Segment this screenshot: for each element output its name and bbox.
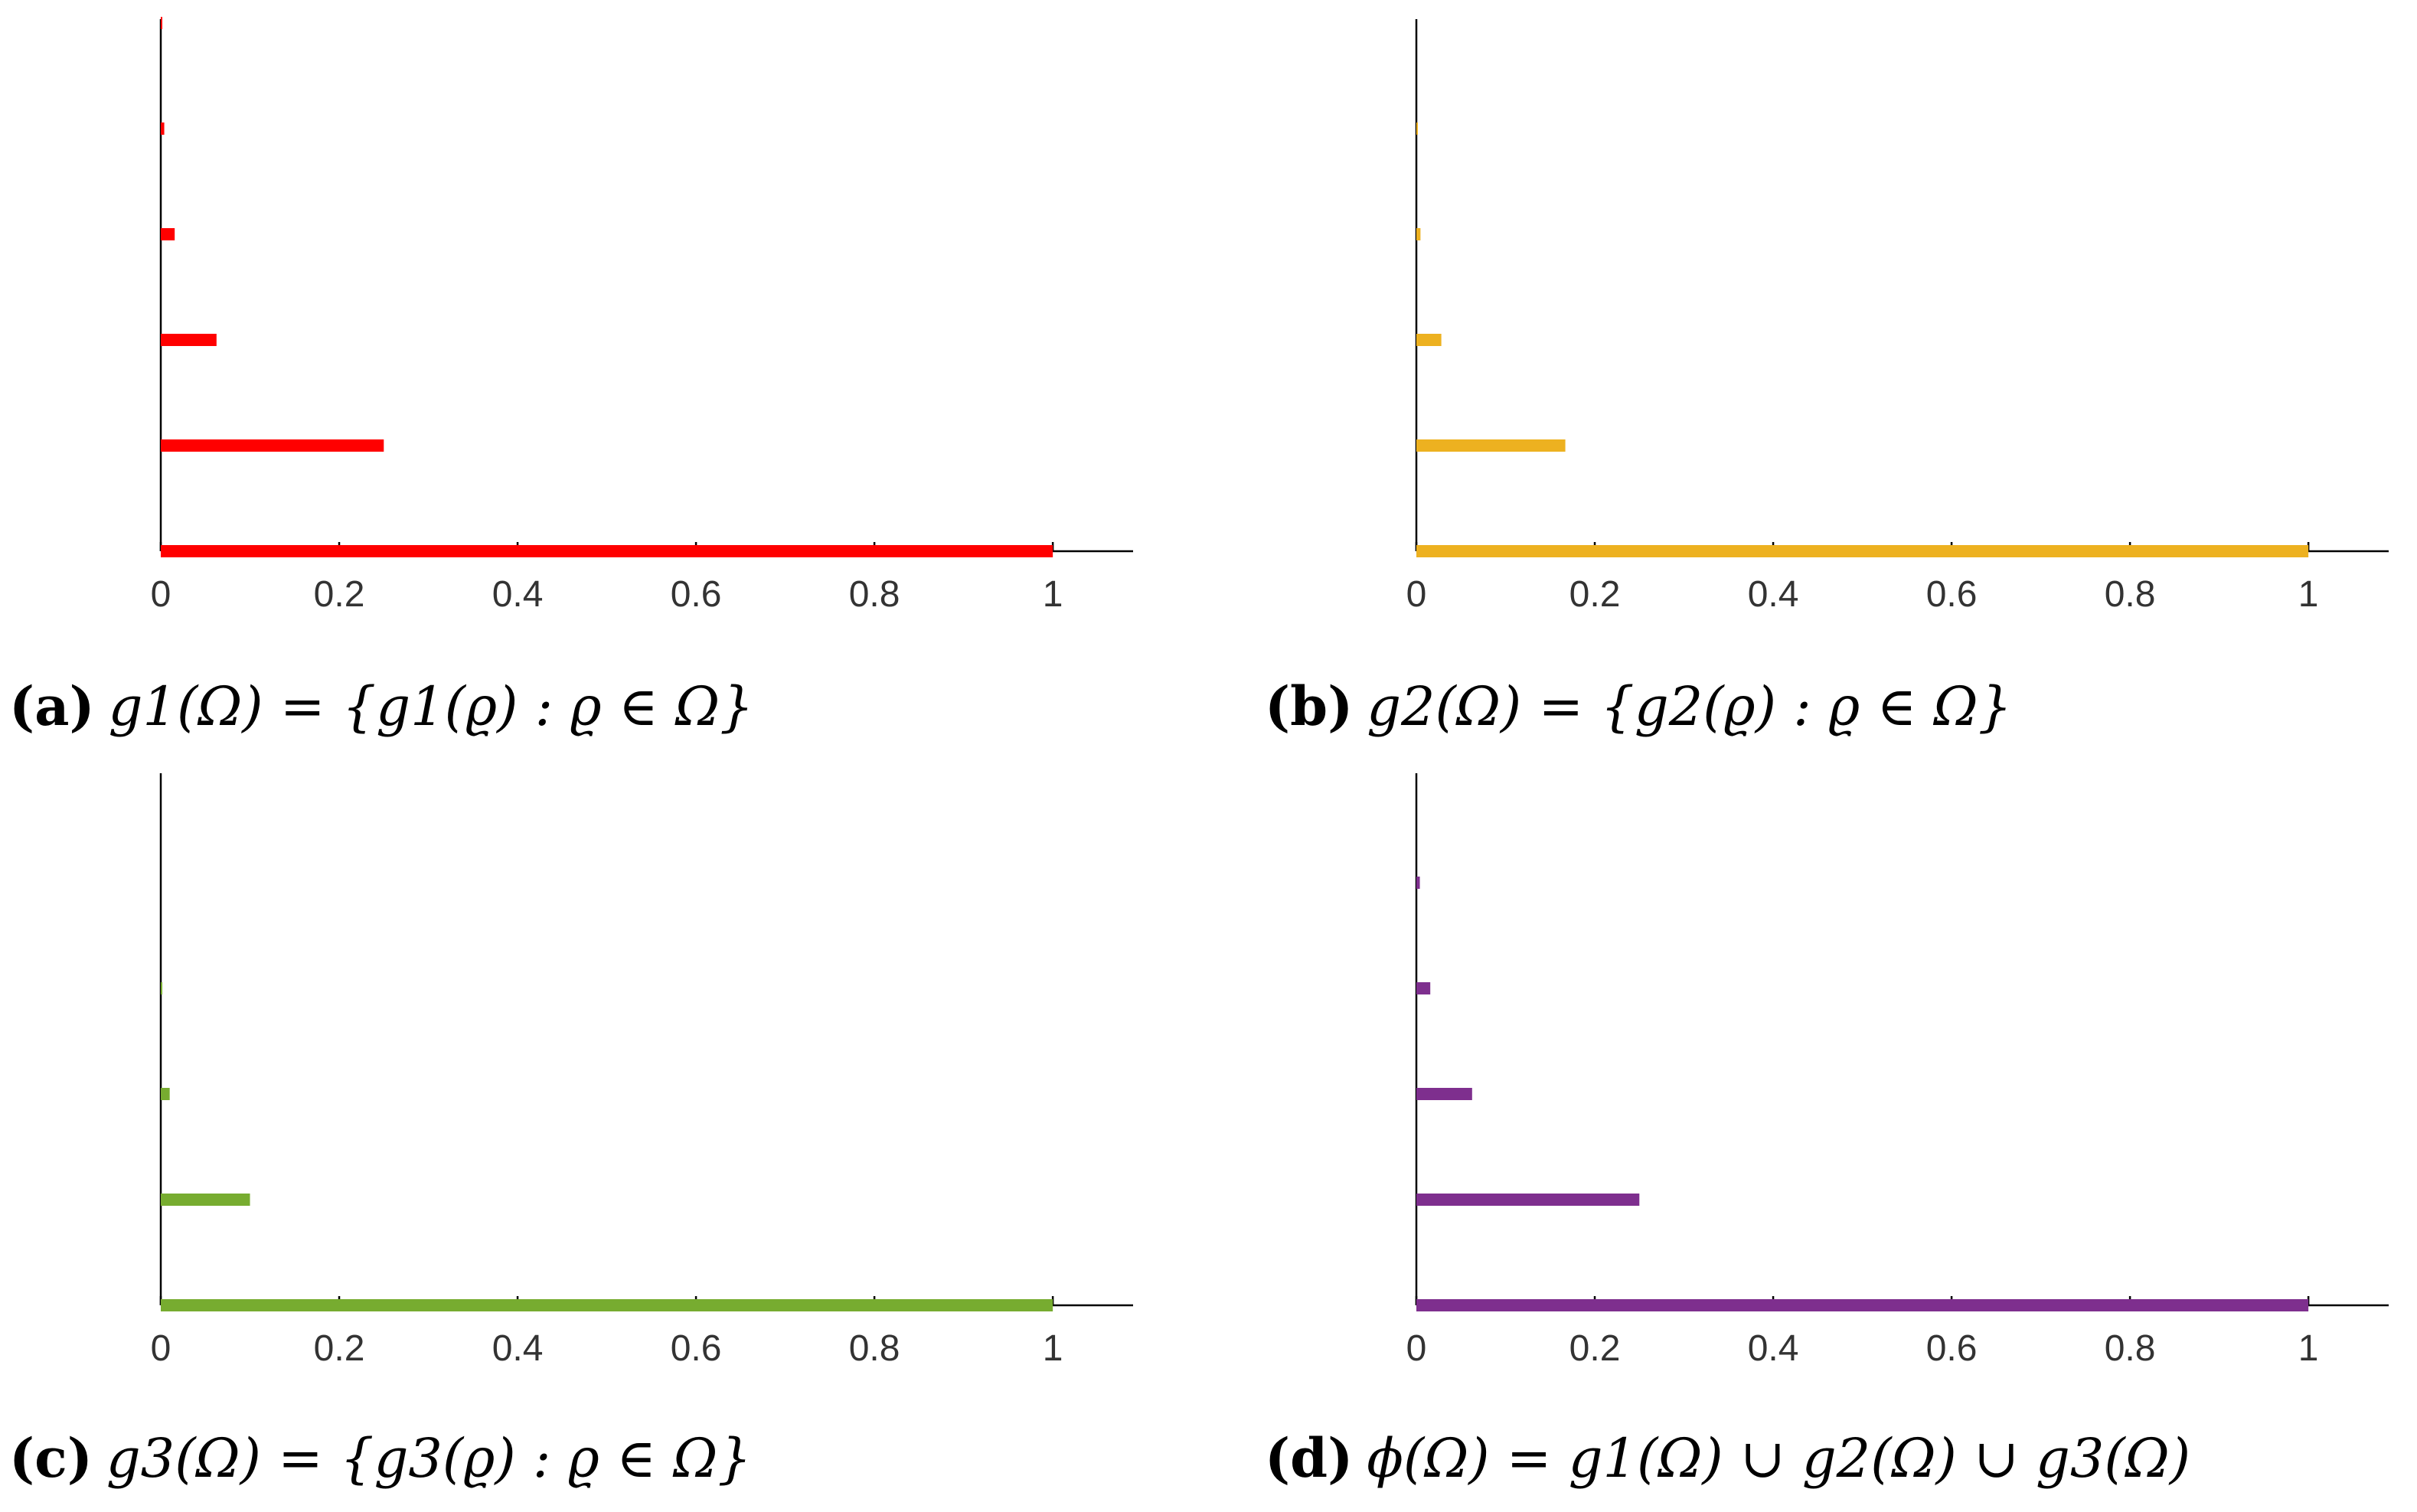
- bar: [161, 1088, 170, 1100]
- x-tick-label: 1: [1043, 574, 1063, 615]
- caption-c: (c) g3(Ω) = {g3(ϱ) : ϱ ∈ Ω}: [9, 1432, 752, 1486]
- chart-panel-a: 0 0.2 0.4 0.6 0.8 1: [151, 17, 1133, 615]
- x-tick-label: 0.8: [849, 1328, 900, 1369]
- bar: [161, 17, 162, 29]
- x-tick-label: 1: [2298, 574, 2319, 615]
- caption-a: (a) g1(Ω) = {g1(ϱ) : ϱ ∈ Ω}: [9, 680, 754, 734]
- bar: [161, 982, 162, 994]
- bar: [1416, 545, 2309, 557]
- caption-d-text: ϕ(Ω) = g1(Ω) ∪ g2(Ω) ∪ g3(Ω): [1367, 1427, 2191, 1490]
- x-tick-label: 0: [1406, 1328, 1427, 1369]
- bar: [1416, 1194, 1640, 1206]
- x-tick-label: 0.6: [1926, 574, 1978, 615]
- x-tick-label: 0.6: [671, 574, 722, 615]
- caption-d-tag: (d): [1265, 1426, 1354, 1490]
- caption-a-tag: (a): [9, 674, 95, 738]
- x-tick-label: 0.6: [1926, 1328, 1978, 1369]
- caption-c-text: g3(Ω) = {g3(ϱ) : ϱ ∈ Ω}: [106, 1427, 752, 1490]
- x-tick-label: 0.2: [314, 574, 365, 615]
- bar: [1416, 228, 1421, 240]
- chart-panel-b: 0 0.2 0.4 0.6 0.8 1: [1406, 19, 2389, 615]
- caption-b-text: g2(Ω) = {g2(ϱ) : ϱ ∈ Ω}: [1367, 675, 2013, 738]
- bar: [1416, 877, 1420, 889]
- x-tick-label: 0.2: [1569, 574, 1621, 615]
- bar: [161, 1194, 250, 1206]
- x-tick-label: 0: [1406, 574, 1427, 615]
- bar: [1416, 439, 1566, 452]
- caption-c-tag: (c): [9, 1426, 93, 1490]
- bar: [1416, 334, 1442, 346]
- x-tick-label: 0: [151, 574, 171, 615]
- x-tick-label: 0.4: [1748, 574, 1799, 615]
- bar: [1416, 982, 1431, 994]
- bar: [161, 334, 217, 346]
- x-tick-label: 0.8: [2105, 574, 2156, 615]
- bar: [1416, 1088, 1472, 1100]
- bar: [161, 1299, 1053, 1311]
- x-tick-label: 0: [151, 1328, 171, 1369]
- chart-panel-d: 0 0.2 0.4 0.6 0.8 1: [1406, 773, 2389, 1369]
- bar: [161, 122, 165, 135]
- x-tick-label: 0.2: [314, 1328, 365, 1369]
- x-tick-label: 0.4: [492, 574, 544, 615]
- bar: [161, 228, 175, 240]
- x-tick-label: 0.4: [1748, 1328, 1799, 1369]
- x-tick-label: 0.4: [492, 1328, 544, 1369]
- bar: [161, 545, 1053, 557]
- caption-b: (b) g2(Ω) = {g2(ϱ) : ϱ ∈ Ω}: [1265, 680, 2012, 734]
- x-tick-label: 0.8: [2105, 1328, 2156, 1369]
- bar: [1416, 1299, 2309, 1311]
- bar: [1416, 122, 1418, 135]
- chart-panel-c: 0 0.2 0.4 0.6 0.8 1: [151, 773, 1133, 1369]
- x-tick-label: 0.6: [671, 1328, 722, 1369]
- x-tick-label: 0.2: [1569, 1328, 1621, 1369]
- bar: [161, 439, 384, 452]
- x-tick-label: 1: [1043, 1328, 1063, 1369]
- x-tick-label: 0.8: [849, 574, 900, 615]
- caption-b-tag: (b): [1265, 674, 1354, 738]
- x-tick-label: 1: [2298, 1328, 2319, 1369]
- caption-a-text: g1(Ω) = {g1(ϱ) : ϱ ∈ Ω}: [108, 675, 754, 738]
- caption-d: (d) ϕ(Ω) = g1(Ω) ∪ g2(Ω) ∪ g3(Ω): [1265, 1432, 2190, 1486]
